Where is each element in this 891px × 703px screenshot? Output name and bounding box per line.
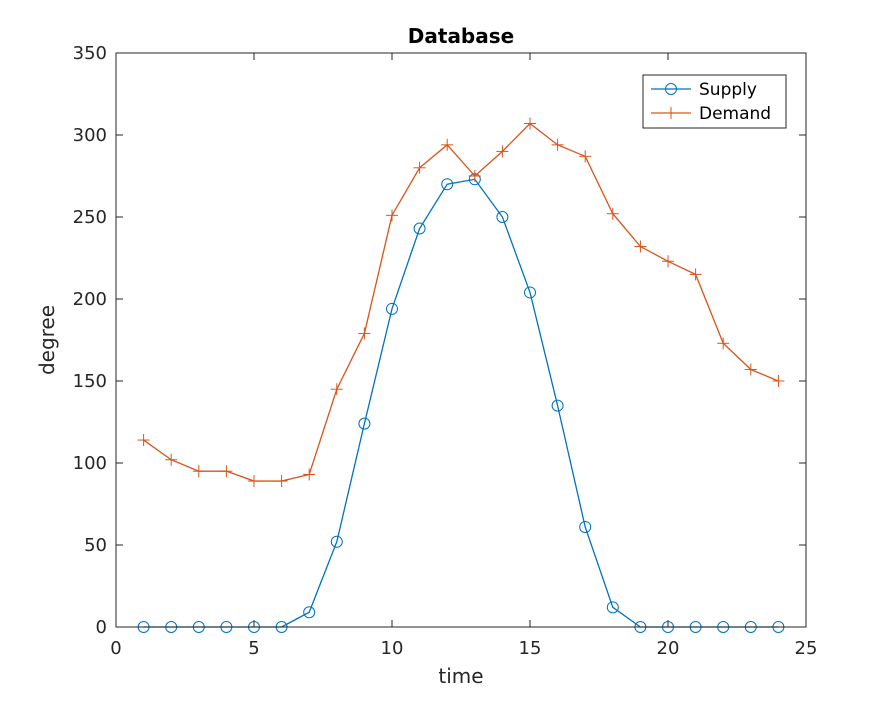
demand-data-point bbox=[634, 240, 647, 253]
x-tick-label: 20 bbox=[657, 638, 680, 659]
demand-data-point bbox=[330, 383, 343, 396]
y-tick-label: 100 bbox=[73, 453, 107, 474]
supply-data-point bbox=[413, 222, 426, 235]
legend-box bbox=[642, 74, 787, 129]
legend-supply-marker bbox=[665, 83, 677, 95]
demand-data-point bbox=[551, 138, 564, 151]
demand-data-point bbox=[275, 475, 288, 488]
demand-data-point bbox=[413, 161, 426, 174]
demand-data-point bbox=[524, 117, 536, 130]
demand-data-point bbox=[772, 375, 785, 387]
demand-data-point bbox=[386, 209, 398, 222]
demand-data-point bbox=[165, 453, 178, 466]
supply-data-point bbox=[441, 178, 454, 191]
legend: Supply Demand bbox=[642, 74, 787, 129]
y-tick-label: 0 bbox=[96, 617, 107, 638]
plot-background bbox=[116, 53, 806, 627]
supply-data-point bbox=[330, 535, 343, 548]
demand-data-point bbox=[662, 255, 674, 268]
supply-data-point bbox=[551, 399, 564, 412]
supply-data-point bbox=[303, 606, 316, 619]
y-tick-label: 50 bbox=[84, 535, 107, 556]
demand-data-point bbox=[303, 468, 316, 481]
demand-data-point bbox=[358, 327, 371, 340]
x-tick-label: 25 bbox=[795, 638, 818, 659]
legend-supply-label: Supply bbox=[699, 80, 757, 100]
x-tick-label: 15 bbox=[519, 638, 542, 659]
demand-data-point bbox=[717, 337, 730, 350]
x-axis-label: time bbox=[438, 664, 483, 688]
demand-series-line bbox=[143, 122, 779, 482]
chart-title: Database bbox=[408, 24, 514, 48]
plot-frame bbox=[115, 52, 807, 628]
demand-data-point bbox=[192, 465, 205, 478]
legend-demand-marker bbox=[665, 107, 677, 119]
demand-data-point bbox=[137, 434, 150, 447]
demand-data-point bbox=[496, 145, 509, 158]
demand-data-point bbox=[220, 465, 233, 478]
supply-data-point bbox=[496, 211, 509, 223]
demand-data-point bbox=[441, 138, 454, 151]
demand-data-point bbox=[689, 268, 702, 281]
x-tick-label: 0 bbox=[110, 638, 121, 659]
supply-data-point bbox=[606, 601, 619, 614]
y-tick-label: 150 bbox=[73, 371, 107, 392]
demand-data-point bbox=[606, 207, 619, 220]
demand-data-point bbox=[468, 170, 481, 182]
y-tick-label: 300 bbox=[73, 125, 107, 146]
legend-demand-label: Demand bbox=[699, 104, 771, 124]
demand-data-point bbox=[744, 363, 757, 376]
demand-data-point bbox=[579, 150, 592, 163]
y-axis-label: degree bbox=[35, 305, 59, 375]
x-tick-label: 10 bbox=[381, 638, 404, 659]
supply-data-point bbox=[524, 286, 536, 299]
y-tick-label: 350 bbox=[73, 43, 107, 64]
y-tick-label: 200 bbox=[73, 289, 107, 310]
supply-data-point bbox=[386, 302, 398, 315]
x-tick-label: 5 bbox=[248, 638, 259, 659]
demand-data-point bbox=[248, 475, 260, 488]
supply-data-point bbox=[358, 417, 371, 430]
y-tick-label: 250 bbox=[73, 207, 107, 228]
supply-data-point bbox=[579, 520, 592, 533]
